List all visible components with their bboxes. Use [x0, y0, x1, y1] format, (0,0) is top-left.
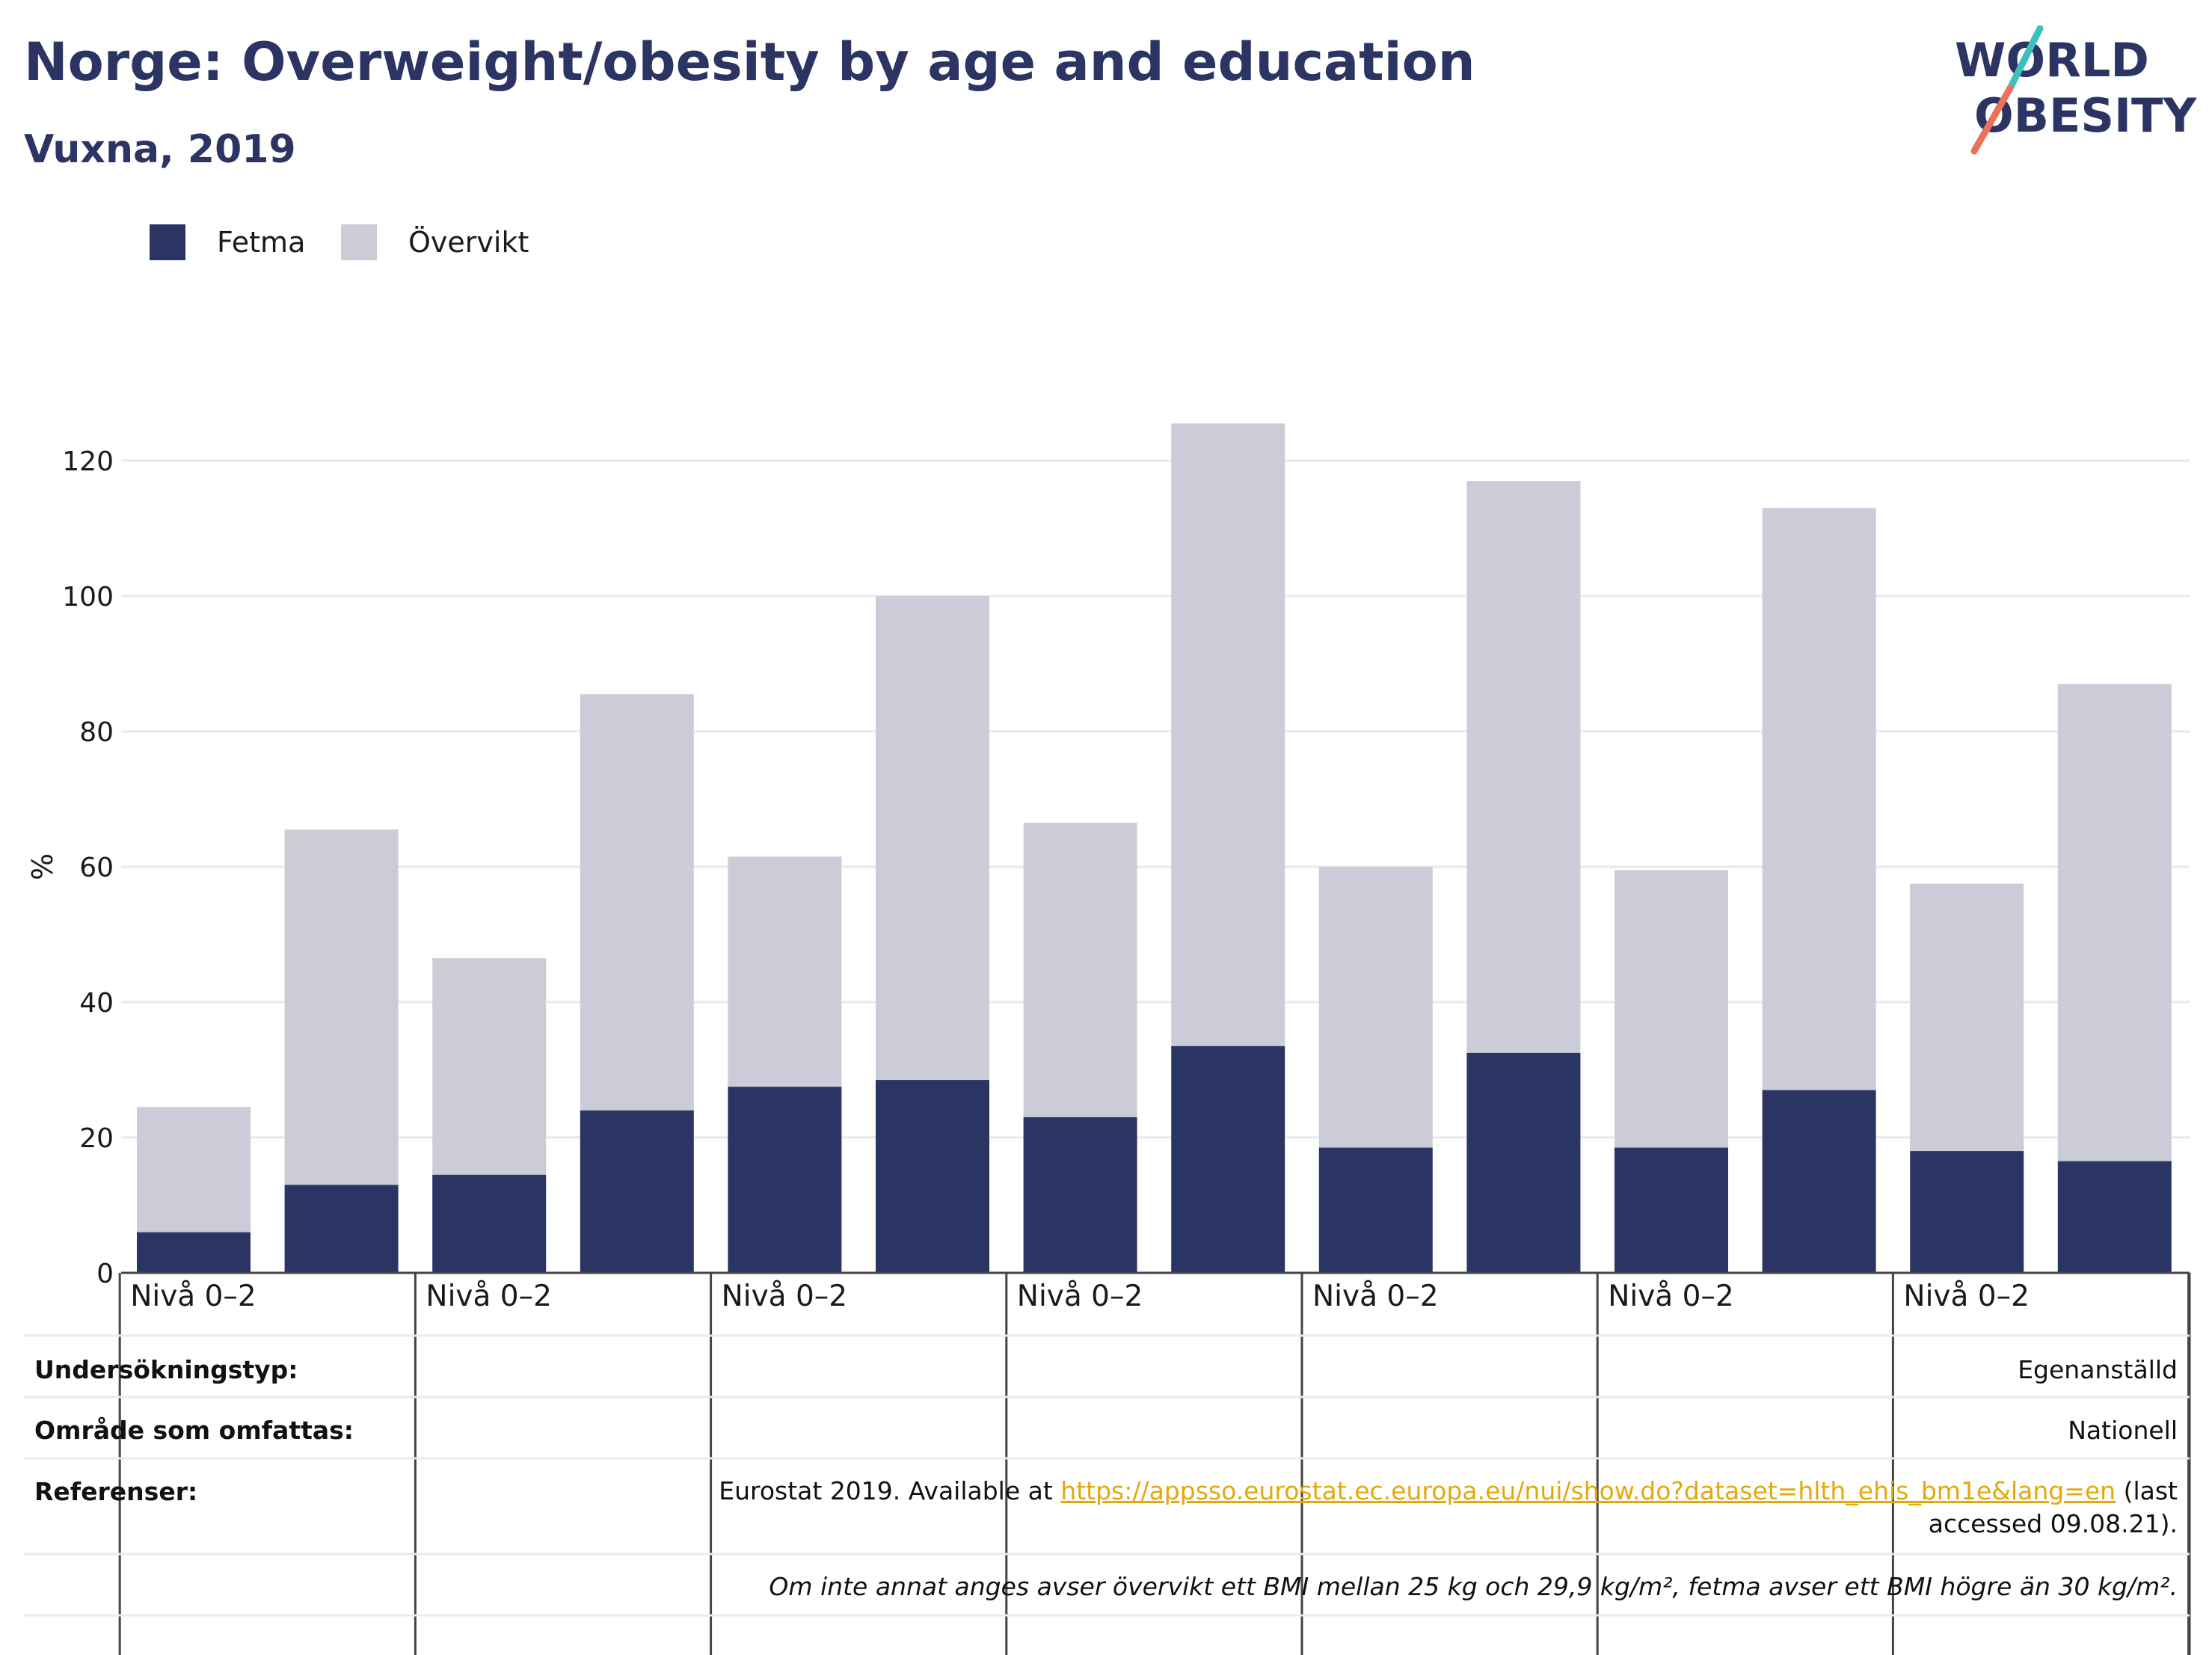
bar-overvikt[interactable] [580, 694, 694, 1111]
bar-fetma[interactable] [137, 1232, 251, 1273]
references-link[interactable]: https://appsso.eurostat.ec.europa.eu/nui… [1060, 1476, 2116, 1505]
legend-swatch-fetma [150, 224, 185, 260]
bar-fetma[interactable] [876, 1080, 989, 1273]
bar-fetma[interactable] [1023, 1117, 1137, 1273]
bar-overvikt[interactable] [728, 856, 842, 1087]
bar-fetma[interactable] [1910, 1151, 2024, 1273]
bar-overvikt[interactable] [1023, 823, 1137, 1117]
references-suffix: (last accessed 09.08.21). [1928, 1476, 2178, 1538]
legend-swatch-overvikt [341, 224, 377, 260]
bar-overvikt[interactable] [1171, 423, 1285, 1046]
bar-fetma[interactable] [2057, 1161, 2172, 1273]
y-tick-label: 40 [79, 988, 114, 1019]
bar-fetma[interactable] [1466, 1052, 1581, 1273]
references-text: Eurostat 2019. Available at https://apps… [682, 1475, 2178, 1541]
x-group-label: Nivå 0–2 [1903, 1280, 2030, 1313]
references-prefix: Eurostat 2019. Available at [719, 1476, 1061, 1505]
world-obesity-logo: WORLD OBESITY [1952, 25, 2199, 156]
bar-overvikt[interactable] [432, 958, 547, 1175]
bmi-note: Om inte annat anges avser övervikt ett B… [769, 1572, 2178, 1601]
logo-text-obesity: OBESITY [1974, 88, 2197, 143]
x-group-label: Nivå 0–2 [722, 1280, 848, 1313]
logo-graphic: WORLD OBESITY [1955, 25, 2197, 155]
bar-overvikt[interactable] [2057, 684, 2172, 1161]
coverage-label: Område som omfattas: [34, 1416, 354, 1445]
x-group-label: Nivå 0–2 [1608, 1280, 1734, 1313]
bar-fetma[interactable] [580, 1110, 694, 1273]
bar-overvikt[interactable] [284, 829, 399, 1185]
bar-overvikt[interactable] [1318, 867, 1433, 1148]
bar-fetma[interactable] [728, 1087, 842, 1273]
y-axis-label: % [26, 853, 59, 880]
y-tick-label: 0 [96, 1259, 114, 1289]
bar-overvikt[interactable] [1910, 883, 2024, 1152]
bar-overvikt[interactable] [1615, 870, 1728, 1148]
logo-stroke-teal [2006, 25, 2044, 92]
bar-fetma[interactable] [432, 1174, 547, 1273]
bar-overvikt[interactable] [1762, 508, 1876, 1090]
chart-subtitle: Vuxna, 2019 [24, 127, 296, 172]
x-group-label: Nivå 0–2 [425, 1280, 552, 1313]
logo-text-world: WORLD [1955, 33, 2149, 87]
bar-fetma[interactable] [1762, 1090, 1876, 1273]
x-group-label: Nivå 0–2 [130, 1280, 256, 1313]
survey-type-label: Undersökningstyp: [34, 1355, 298, 1384]
coverage-value: Nationell [2068, 1416, 2178, 1445]
y-tick-label: 80 [79, 717, 114, 748]
logo-stroke-coral [1970, 85, 2014, 155]
survey-type-value: Egenanställd [2018, 1355, 2178, 1384]
bar-overvikt[interactable] [137, 1107, 251, 1232]
y-tick-label: 20 [79, 1123, 114, 1154]
y-tick-label: 100 [62, 582, 114, 612]
legend-label-fetma: Fetma [217, 226, 306, 259]
bar-fetma[interactable] [284, 1185, 399, 1273]
bar-overvikt[interactable] [1466, 481, 1581, 1053]
chart-title: Norge: Overweight/obesity by age and edu… [24, 31, 1475, 93]
bar-fetma[interactable] [1318, 1147, 1433, 1273]
bar-fetma[interactable] [1171, 1045, 1285, 1273]
bar-overvikt[interactable] [876, 596, 989, 1081]
bar-fetma[interactable] [1615, 1147, 1728, 1273]
references-label: Referenser: [34, 1477, 198, 1506]
y-tick-label: 60 [79, 853, 114, 883]
x-group-label: Nivå 0–2 [1312, 1280, 1439, 1313]
legend-label-overvikt: Övervikt [408, 226, 529, 259]
x-group-label: Nivå 0–2 [1017, 1280, 1143, 1313]
y-tick-label: 120 [62, 446, 114, 477]
